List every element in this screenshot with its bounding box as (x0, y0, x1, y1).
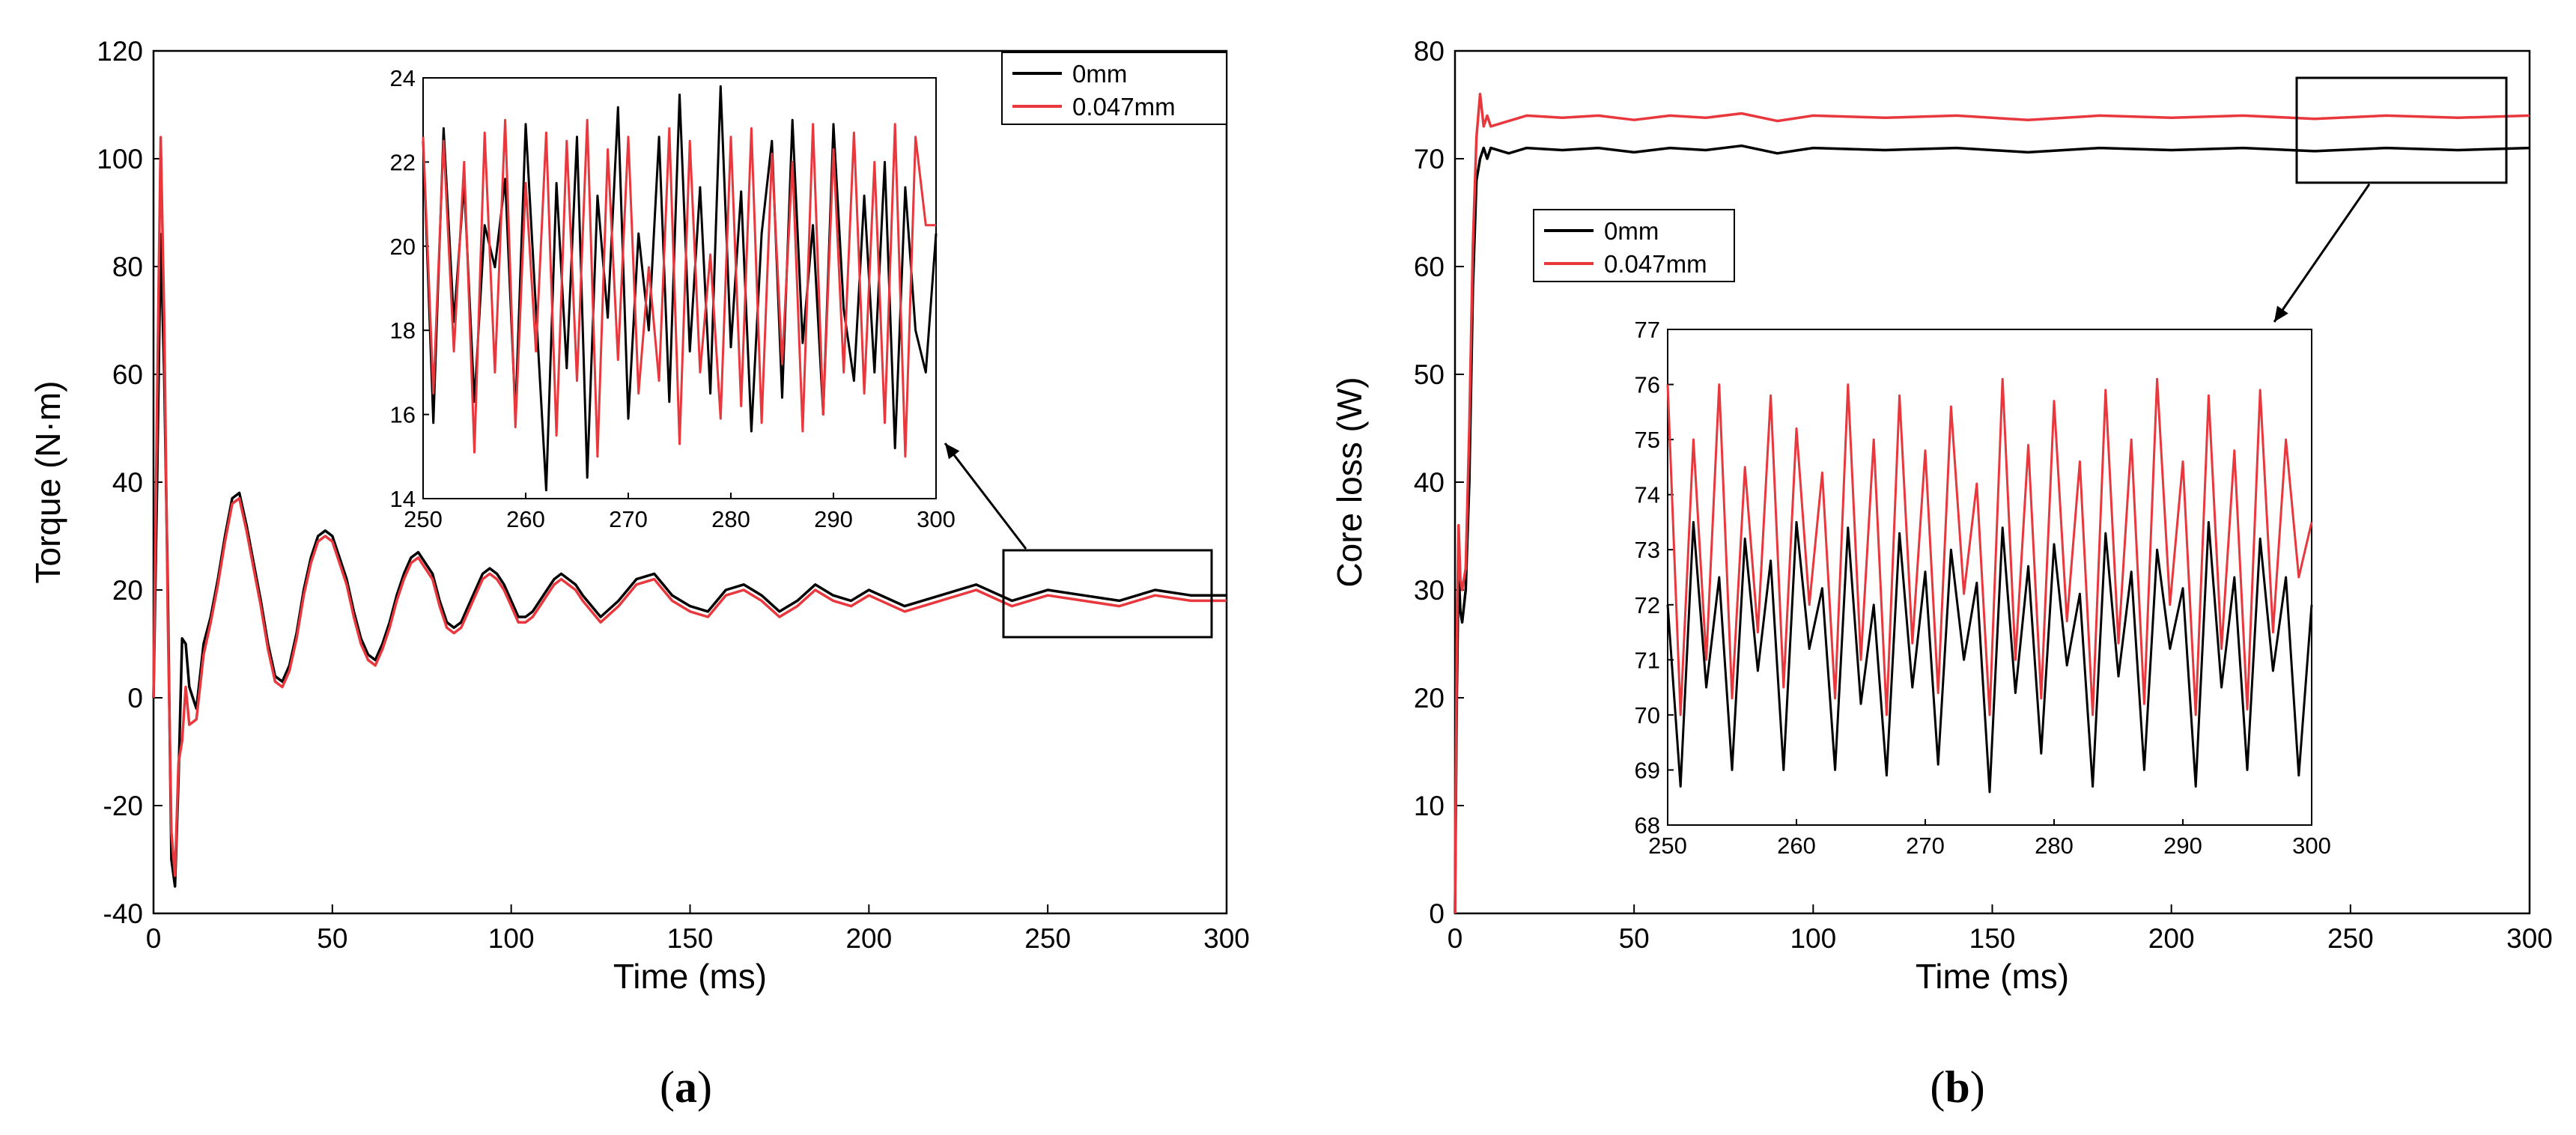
x-axis-label: Time (ms) (1916, 957, 2069, 996)
inset-series-line-0mm (1666, 520, 2313, 794)
y-tick-label: 40 (112, 467, 143, 498)
zoom-region-box (2295, 76, 2508, 184)
inset-chart: 250 260 270 280 290 300 68 69 70 71 72 73 74 75 76 77 (1635, 317, 2331, 859)
inset-y-tick-label: 20 (390, 234, 416, 260)
inset-x-tick-label: 280 (2035, 833, 2074, 859)
legend-box (1533, 209, 1735, 282)
inset-y-tick-label: 72 (1635, 592, 1660, 618)
inset-series-line-0047mm (422, 118, 936, 458)
x-tick-label: 50 (317, 923, 347, 954)
inset-x-tick-label: 290 (2163, 833, 2202, 859)
y-tick-label: 80 (1414, 36, 1445, 67)
inset-x-tick-label: 270 (1906, 833, 1945, 859)
inset-x-tick-label: 250 (404, 506, 443, 532)
panel-b: 0 50 100 150 200 250 300 0 10 20 30 40 50 60 70 80 Time … (1330, 36, 2553, 996)
inset-x-tick-label: 260 (506, 506, 545, 532)
inset-y-tick-label: 77 (1635, 317, 1660, 343)
inset-chart: 250 260 270 280 290 300 14 16 18 20 22 24 (390, 65, 956, 532)
caption-a-letter: a (675, 1062, 697, 1112)
inset-x-tick-label: 270 (609, 506, 648, 532)
x-tick-label: 150 (667, 923, 714, 954)
y-tick-label: 0 (127, 683, 143, 713)
y-tick-label: 70 (1414, 144, 1445, 174)
inset-y-tick-label: 75 (1635, 427, 1660, 453)
y-tick-label: 80 (112, 252, 143, 282)
y-tick-label: 30 (1414, 575, 1445, 606)
legend-box (1001, 52, 1227, 125)
zoom-region-box (1002, 549, 1213, 639)
inset-x-tick-label: 250 (1648, 833, 1687, 859)
x-tick-label: 250 (1024, 923, 1071, 954)
inset-y-tick-label: 76 (1635, 372, 1660, 398)
legend-entry-label: 0mm (1604, 217, 1659, 245)
legend-entry-label: 0mm (1072, 60, 1127, 88)
inset-y-tick-label: 14 (390, 486, 416, 512)
y-tick-label: 20 (1414, 683, 1445, 713)
caption-b-letter: b (1945, 1062, 1969, 1112)
inset-series-line-0047mm (1666, 377, 2313, 716)
x-tick-label: 150 (1969, 923, 2016, 954)
legend-entry-label: 0.047mm (1604, 250, 1707, 278)
inset-series-line-0mm (422, 85, 938, 492)
inset-x-tick-label: 300 (2292, 833, 2331, 859)
x-tick-label: 200 (2148, 923, 2195, 954)
zoom-arrow-line (2273, 183, 2371, 323)
zoom-arrow-head (2274, 305, 2288, 322)
x-axis-label: Time (ms) (613, 957, 767, 996)
caption-b: (b) (1930, 1062, 1984, 1112)
x-tick-label: 0 (146, 923, 162, 954)
inset-y-tick-label: 70 (1635, 702, 1660, 728)
inset-y-tick-label: 74 (1635, 482, 1660, 508)
series-line-0047mm (1453, 92, 2530, 914)
y-tick-label: 50 (1414, 359, 1445, 390)
y-axis-label: Torque (N·m) (28, 381, 67, 584)
x-tick-label: 0 (1448, 923, 1463, 954)
inset-y-tick-label: 24 (390, 65, 416, 91)
series-line-0047mm (152, 136, 1227, 877)
inset-y-tick-label: 18 (390, 317, 416, 344)
legend-entry-label: 0.047mm (1072, 93, 1176, 121)
y-tick-label: 20 (112, 575, 143, 606)
inset-plot-frame (1667, 329, 2312, 826)
y-tick-label: 60 (1414, 252, 1445, 282)
x-tick-label: 50 (1619, 923, 1650, 954)
zoom-arrow-line (944, 442, 1027, 550)
inset-y-tick-label: 71 (1635, 647, 1660, 673)
x-tick-label: 100 (1790, 923, 1836, 954)
inset-y-tick-label: 68 (1635, 812, 1660, 839)
zoom-arrow-head (945, 443, 960, 460)
y-tick-label: 100 (97, 144, 143, 174)
y-tick-label: 10 (1414, 791, 1445, 821)
y-tick-label: 60 (112, 359, 143, 390)
y-tick-label: -40 (103, 898, 143, 929)
inset-x-tick-label: 280 (711, 506, 750, 532)
panel-a: 0 50 100 150 200 250 300 -40 -20 0 20 40 60 80 100 120 T… (28, 36, 1250, 996)
y-tick-label: 0 (1429, 898, 1445, 929)
inset-y-tick-label: 22 (390, 149, 416, 175)
x-tick-label: 200 (845, 923, 892, 954)
inset-x-tick-label: 260 (1777, 833, 1816, 859)
y-tick-label: 120 (97, 36, 143, 67)
inset-x-tick-label: 300 (917, 506, 956, 532)
caption-a: (a) (660, 1062, 712, 1112)
x-tick-label: 300 (2506, 923, 2553, 954)
y-axis-label: Core loss (W) (1330, 377, 1369, 587)
inset-y-tick-label: 16 (390, 402, 416, 428)
x-tick-label: 250 (2327, 923, 2374, 954)
x-tick-label: 300 (1203, 923, 1250, 954)
inset-y-tick-label: 69 (1635, 757, 1660, 783)
legend: 0mm 0.047mm (1533, 209, 1735, 282)
inset-y-tick-label: 73 (1635, 537, 1660, 563)
inset-x-tick-label: 290 (814, 506, 853, 532)
y-tick-label: -20 (103, 791, 143, 821)
y-tick-label: 40 (1414, 467, 1445, 498)
x-tick-label: 100 (488, 923, 535, 954)
legend: 0mm 0.047mm (1001, 52, 1227, 125)
